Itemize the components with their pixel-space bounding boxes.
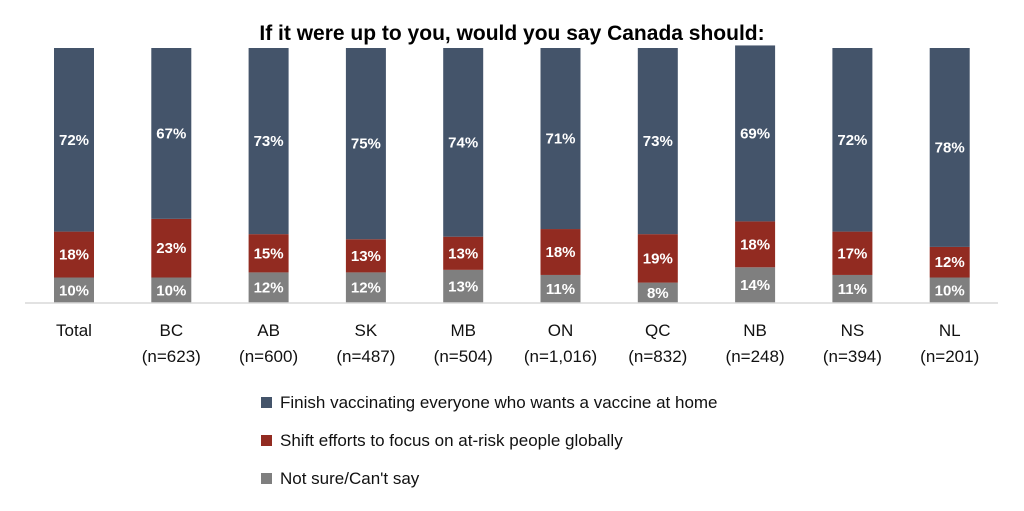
bar-segment [443,269,484,303]
data-label: 19% [643,250,673,267]
bar-segment [929,277,970,303]
bar-segment [735,45,776,222]
legend-swatch [261,435,272,446]
sample-size-label: (n=487) [336,347,395,366]
chart-title: If it were up to you, would you say Cana… [259,22,764,45]
data-label: 73% [254,133,284,150]
sample-size-label: (n=623) [142,347,201,366]
legend-label: Shift efforts to focus on at-risk people… [280,431,623,450]
category-label: NB [743,321,767,340]
data-label: 17% [837,245,867,262]
bar-segment [443,48,484,237]
legend-label: Finish vaccinating everyone who wants a … [280,393,718,412]
bar-segment [832,274,873,303]
bar-segment [54,277,94,303]
category-label: AB [257,321,280,340]
category-label: NL [939,321,961,340]
bar-segment [151,48,192,219]
legend-label: Not sure/Can't say [280,469,420,488]
data-label: 74% [448,134,478,151]
bar-segment [443,236,484,270]
bar-segment [832,231,873,275]
sample-size-label: (n=832) [628,347,687,366]
bar-segment [54,48,94,232]
data-label: 11% [546,281,575,298]
bar-segment [345,48,386,240]
sample-size-label: (n=248) [726,347,785,366]
bar-segment [151,218,192,278]
data-label: 75% [351,136,381,153]
bar-segment [637,282,678,303]
bar-segment [735,267,776,303]
legend-swatch [261,397,272,408]
category-label: ON [548,321,574,340]
data-label: 18% [545,244,575,261]
bar-segment [248,234,289,273]
category-label: MB [450,321,476,340]
sample-size-label: (n=504) [434,347,493,366]
bar-segment [637,48,678,235]
sample-size-label: (n=394) [823,347,882,366]
data-label: 15% [254,245,284,262]
bar-segment [248,48,289,235]
data-label: 78% [935,139,965,156]
bar-segment [735,221,776,268]
category-label: BC [159,321,183,340]
sample-size-label: (n=600) [239,347,298,366]
bar-segment [54,231,94,278]
bar-segment [248,272,289,303]
bar-segment [540,48,581,230]
data-label: 18% [59,247,89,264]
data-label: 18% [740,236,770,253]
data-label: 12% [351,280,381,297]
bar-segment [540,274,581,303]
sample-size-label: (n=201) [920,347,979,366]
data-label: 71% [545,131,575,148]
bar-segment [832,48,873,232]
category-label: QC [645,321,671,340]
data-label: 14% [740,277,770,294]
data-label: 12% [254,280,284,297]
bar-segment [540,229,581,275]
data-label: 10% [156,282,186,299]
data-label: 73% [643,133,673,150]
category-label: SK [355,321,378,340]
bar-segment [929,48,970,247]
data-label: 12% [935,254,965,271]
category-label: NS [841,321,865,340]
data-label: 72% [59,132,89,149]
data-label: 10% [935,282,965,299]
bar-segment [637,234,678,283]
data-label: 13% [448,245,478,262]
bar-segment [345,272,386,303]
data-label: 23% [156,240,186,257]
bar-segment [929,246,970,278]
data-label: 69% [740,125,770,142]
category-label: Total [56,321,92,340]
bar-segment [345,239,386,273]
bar-segment [151,277,192,303]
data-label: 72% [837,132,867,149]
legend-swatch [261,473,272,484]
data-label: 11% [838,281,867,298]
data-label: 8% [647,285,669,302]
data-label: 13% [351,248,381,265]
data-label: 13% [448,278,478,295]
sample-size-label: (n=1,016) [524,347,597,366]
data-label: 67% [156,125,186,142]
data-label: 10% [59,282,89,299]
